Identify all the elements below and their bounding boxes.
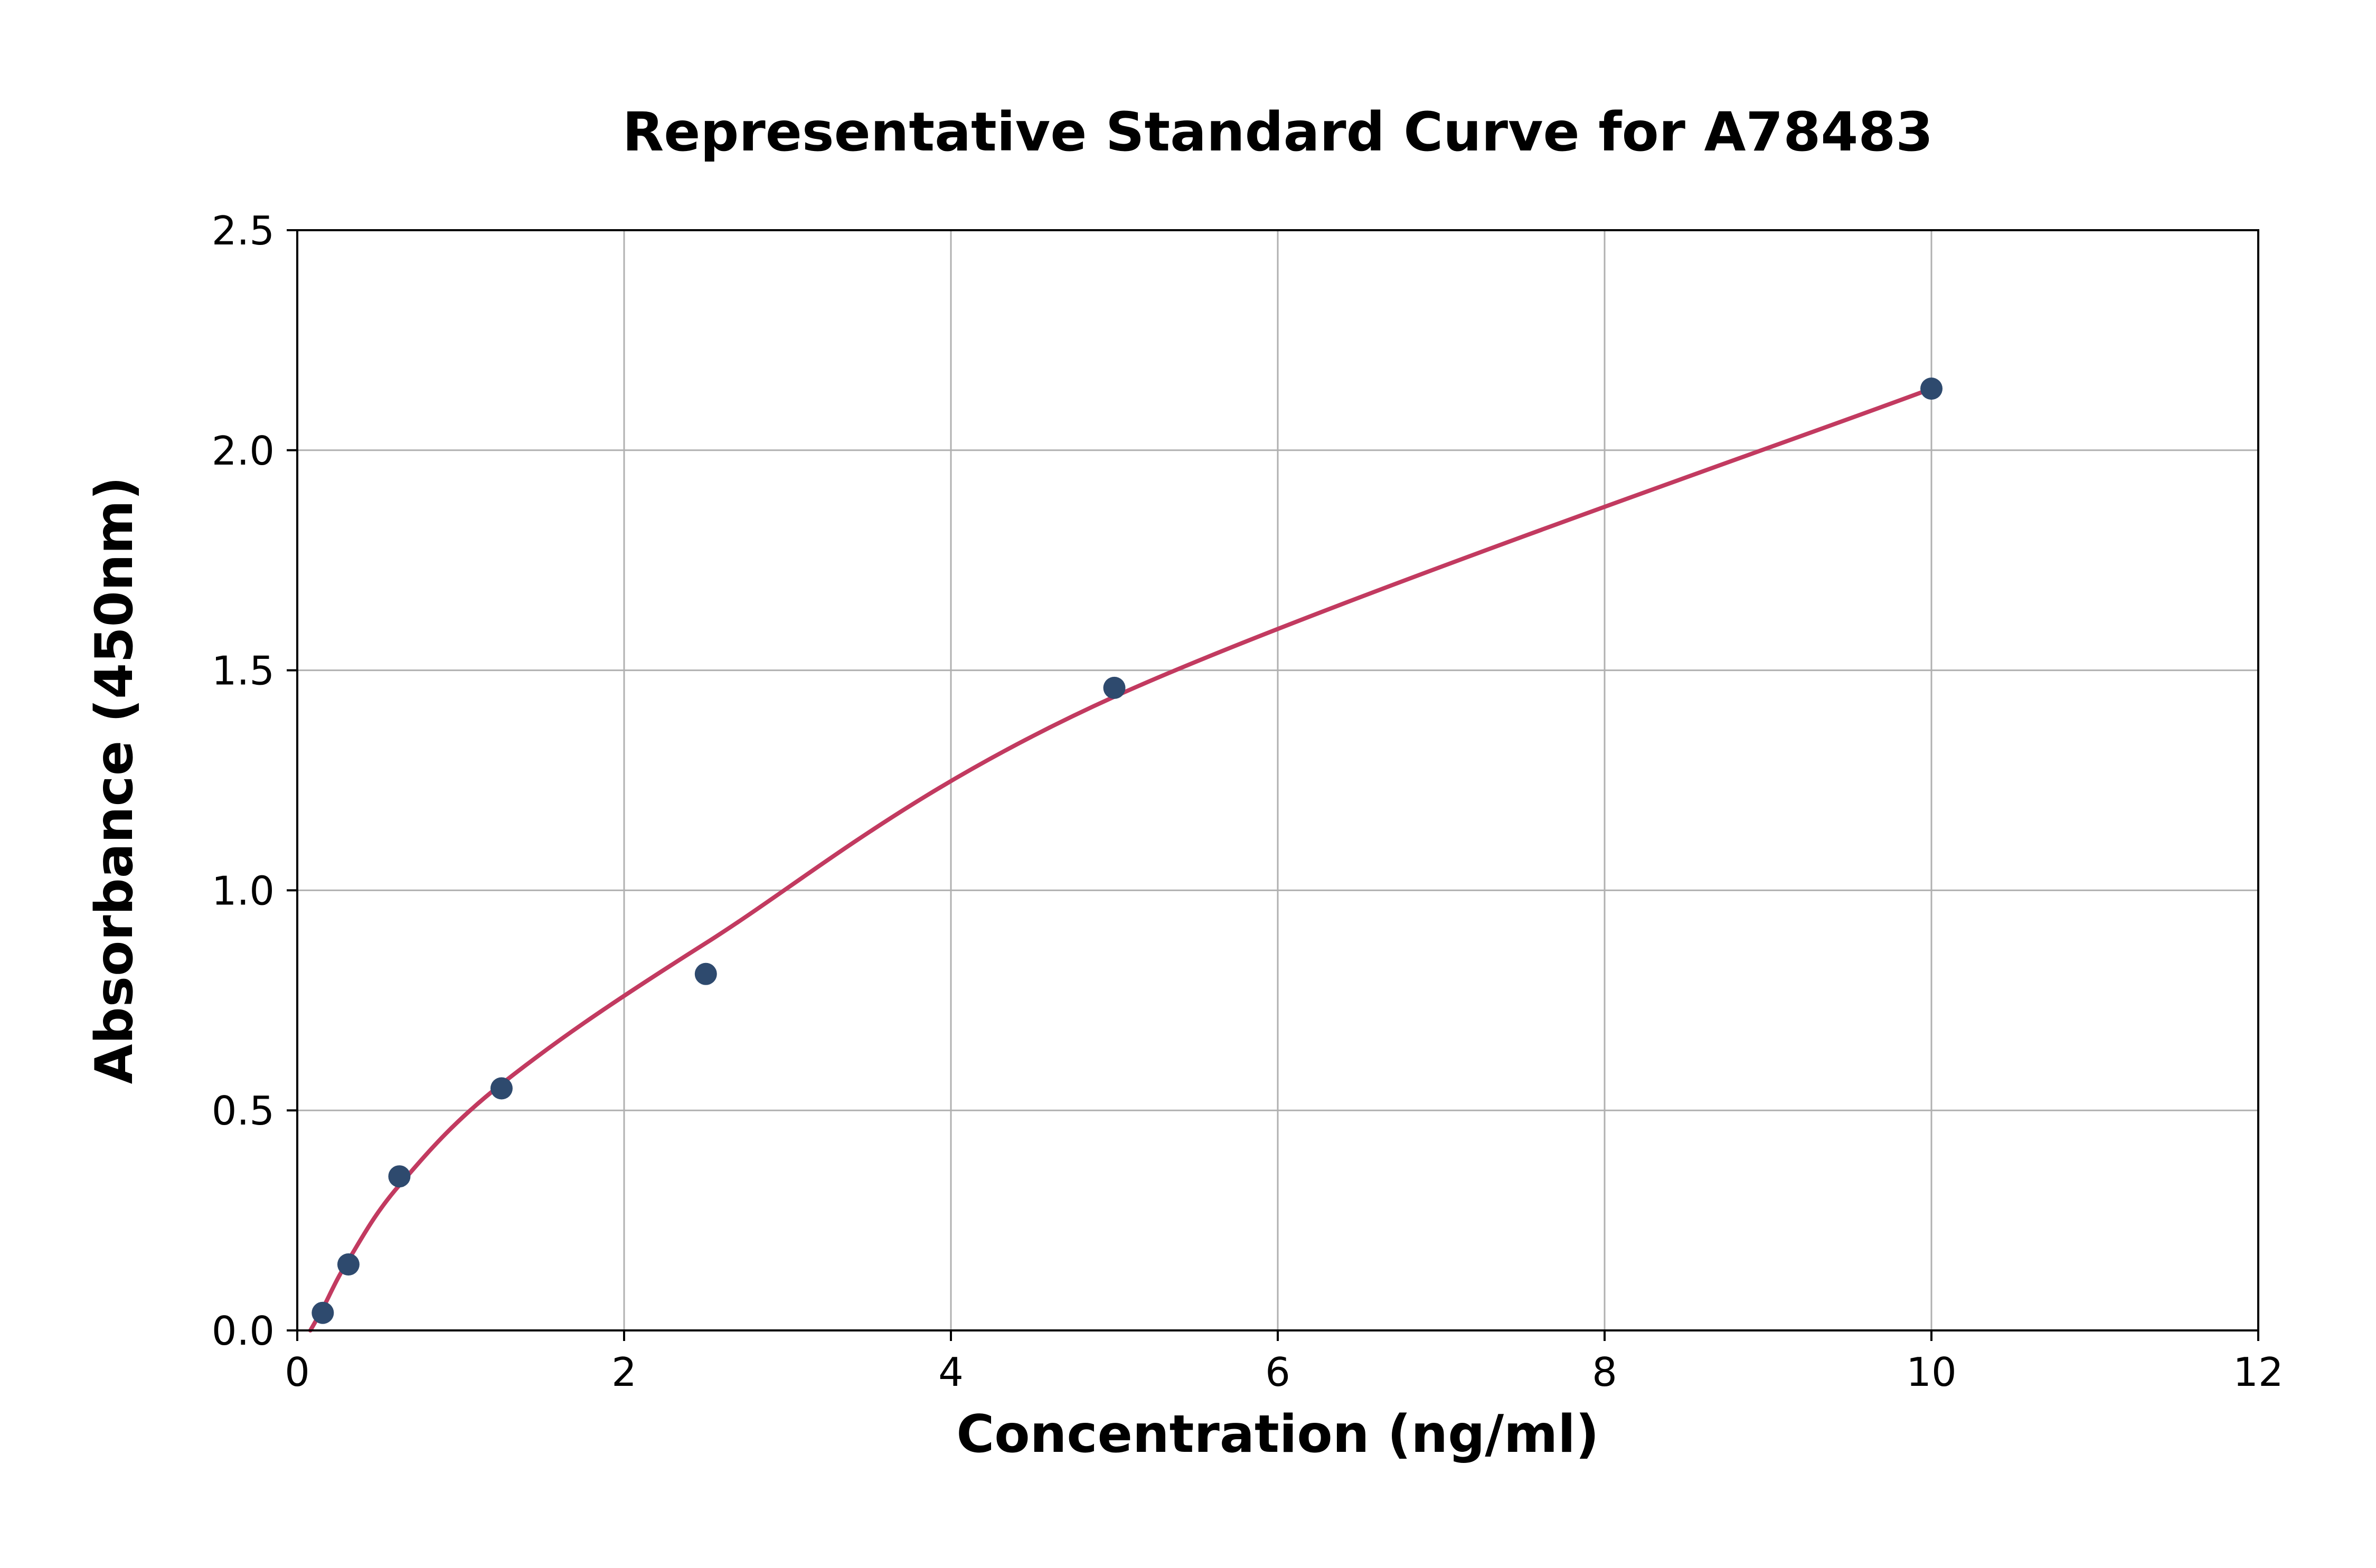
plot-border [296, 229, 2259, 1331]
fit-curve [308, 386, 1934, 1333]
axes [287, 229, 2259, 1341]
y-tick-label: 1.5 [212, 648, 275, 694]
x-tick-label: 8 [1592, 1349, 1617, 1395]
x-tick-label: 10 [1906, 1349, 1956, 1395]
y-tick-label: 0.0 [212, 1308, 275, 1354]
x-tick-label: 6 [1265, 1349, 1290, 1395]
data-point [1920, 377, 1943, 400]
data-series [308, 377, 1943, 1333]
y-tick-label: 0.5 [212, 1088, 275, 1134]
data-point [490, 1077, 513, 1100]
data-point [694, 962, 717, 985]
x-tick-label: 0 [285, 1349, 310, 1395]
y-tick-label: 2.0 [212, 428, 275, 474]
y-tick-label: 1.0 [212, 867, 275, 914]
x-tick-label: 4 [938, 1349, 964, 1395]
x-axis-label: Concentration (ng/ml) [956, 1404, 1599, 1465]
data-point [1103, 676, 1126, 699]
tick-labels: 0 2 4 6 8 10 12 0.0 0.5 1.0 1.5 2.0 2.5 [212, 207, 2284, 1395]
y-axis-label: Absorbance (450nm) [84, 477, 145, 1084]
y-tick-label: 2.5 [212, 207, 275, 254]
data-point [337, 1253, 360, 1276]
grid-lines [296, 229, 2259, 1331]
x-tick-label: 12 [2233, 1349, 2283, 1395]
x-tick-label: 2 [611, 1349, 637, 1395]
chart-title: Representative Standard Curve for A78483 [623, 101, 1934, 164]
data-point [388, 1165, 411, 1188]
data-point [312, 1301, 334, 1324]
